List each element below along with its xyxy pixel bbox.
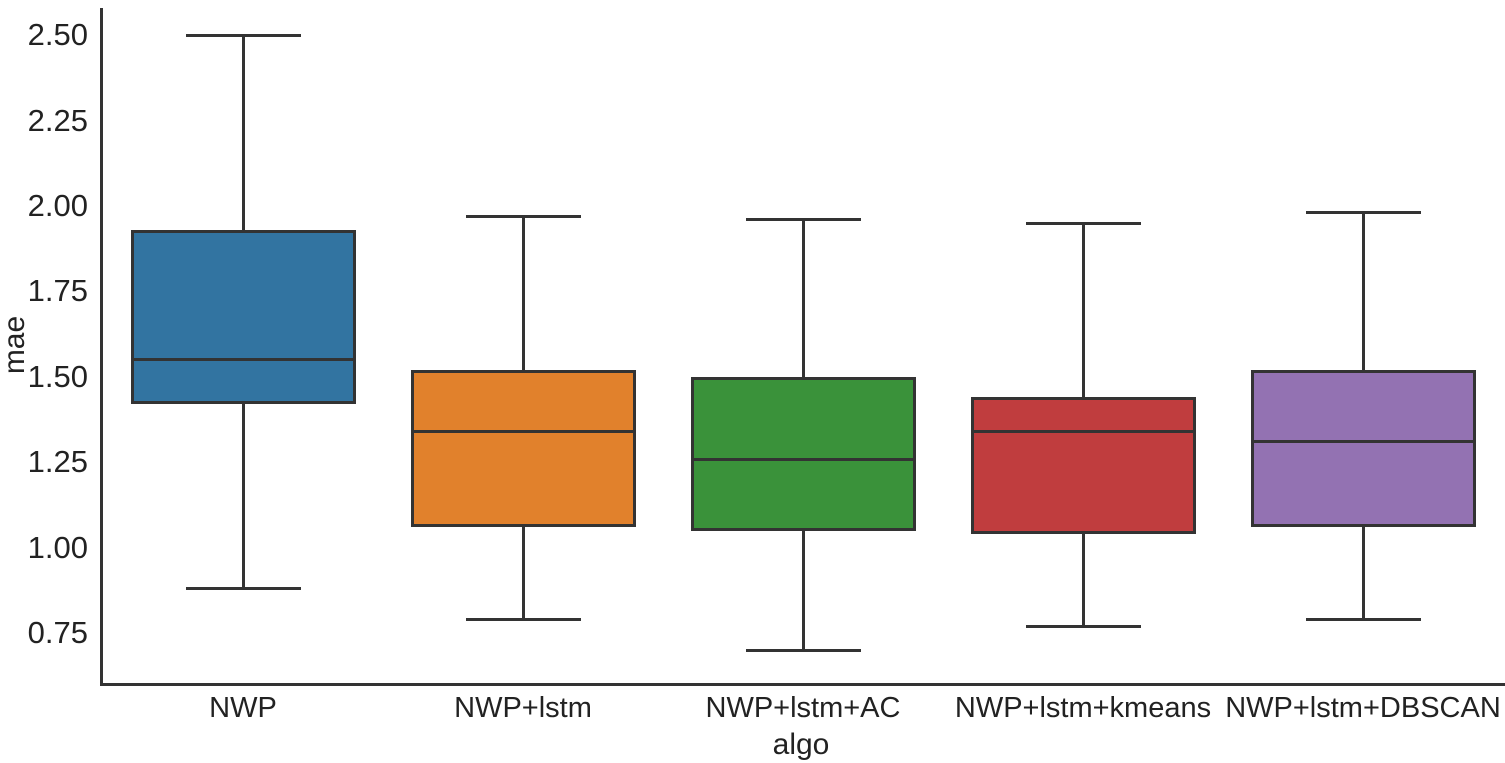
whisker-lower-nwp-lstm: [521, 527, 525, 620]
median-nwp-lstm: [413, 430, 633, 434]
x-tick-label-nwp-lstm: NWP+lstm: [454, 692, 592, 724]
x-tick-label-nwp-lstm-dbscan: NWP+lstm+DBSCAN: [1225, 692, 1501, 724]
x-tick-label-nwp-lstm-kmeans: NWP+lstm+kmeans: [954, 692, 1212, 724]
whisker-cap-upper-nwp-lstm-dbscan: [1305, 211, 1421, 215]
median-nwp: [133, 358, 353, 362]
box-nwp-lstm: [410, 370, 636, 528]
whisker-cap-upper-nwp: [185, 33, 301, 37]
whisker-cap-upper-nwp-lstm-kmeans: [1025, 221, 1141, 225]
box-nwp: [130, 229, 356, 405]
whisker-upper-nwp-lstm-kmeans: [1081, 223, 1085, 398]
median-nwp-lstm-dbscan: [1253, 440, 1473, 444]
whisker-upper-nwp: [241, 35, 245, 230]
x-tick-label-nwp: NWP: [209, 692, 277, 724]
y-tick-label: 2.50: [27, 17, 88, 52]
whisker-upper-nwp-lstm: [521, 216, 525, 371]
median-nwp-lstm-ac: [693, 457, 913, 461]
whisker-cap-lower-nwp-lstm-ac: [745, 649, 861, 652]
y-tick-label: 0.75: [27, 615, 88, 651]
x-axis-title: algo: [772, 728, 830, 761]
whisker-lower-nwp-lstm-dbscan: [1361, 527, 1365, 620]
box-nwp-lstm-ac: [690, 376, 916, 531]
y-tick-label: 1.50: [27, 358, 88, 394]
whisker-cap-lower-nwp: [185, 587, 301, 591]
plot-area: [100, 8, 1505, 686]
whisker-lower-nwp-lstm-ac: [801, 530, 805, 651]
box-nwp-lstm-kmeans: [970, 397, 1196, 535]
whisker-cap-upper-nwp-lstm: [465, 214, 581, 218]
y-tick-label: 2.00: [27, 187, 88, 223]
whisker-cap-upper-nwp-lstm-ac: [745, 218, 861, 222]
x-tick-label-nwp-lstm-ac: NWP+lstm+AC: [705, 692, 901, 724]
whisker-lower-nwp-lstm-kmeans: [1081, 534, 1085, 627]
whisker-cap-lower-nwp-lstm-dbscan: [1305, 618, 1421, 622]
whisker-upper-nwp-lstm-ac: [801, 219, 805, 377]
y-tick-label: 1.00: [27, 529, 88, 565]
y-tick-label: 2.25: [27, 102, 88, 138]
box-nwp-lstm-dbscan: [1250, 370, 1476, 528]
y-tick-label: 1.25: [27, 444, 88, 480]
whisker-cap-lower-nwp-lstm-kmeans: [1025, 625, 1141, 629]
y-tick-label: 1.75: [27, 273, 88, 309]
median-nwp-lstm-kmeans: [973, 430, 1193, 434]
whisker-cap-lower-nwp-lstm: [465, 618, 581, 622]
whisker-lower-nwp: [241, 404, 245, 589]
whisker-upper-nwp-lstm-dbscan: [1361, 212, 1365, 371]
